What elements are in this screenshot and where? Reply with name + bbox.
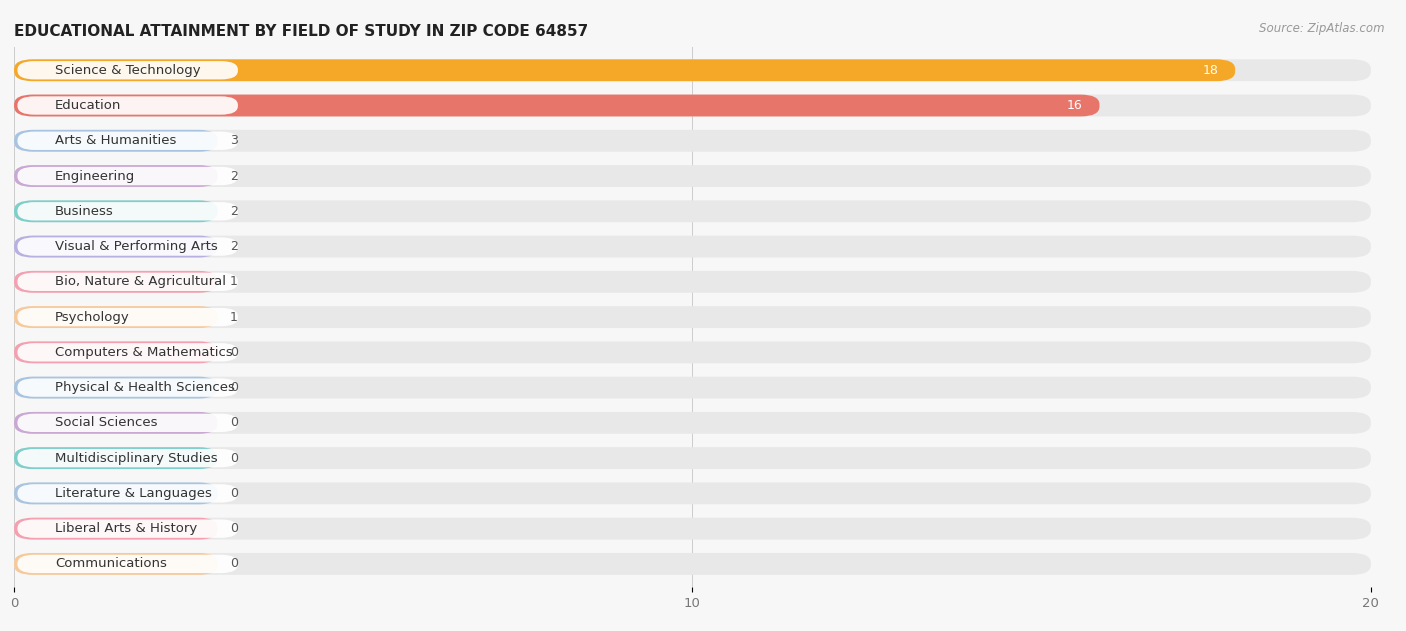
FancyBboxPatch shape — [14, 447, 218, 469]
Text: 0: 0 — [229, 487, 238, 500]
FancyBboxPatch shape — [17, 167, 238, 185]
FancyBboxPatch shape — [14, 59, 1236, 81]
FancyBboxPatch shape — [14, 306, 218, 328]
FancyBboxPatch shape — [14, 377, 218, 399]
FancyBboxPatch shape — [14, 341, 1371, 363]
FancyBboxPatch shape — [17, 132, 238, 150]
Text: 2: 2 — [229, 170, 238, 182]
Text: 1: 1 — [229, 310, 238, 324]
Text: Social Sciences: Social Sciences — [55, 416, 157, 429]
FancyBboxPatch shape — [17, 484, 238, 502]
FancyBboxPatch shape — [14, 271, 218, 293]
FancyBboxPatch shape — [14, 271, 1371, 293]
FancyBboxPatch shape — [14, 306, 1371, 328]
Text: Engineering: Engineering — [55, 170, 135, 182]
Text: 0: 0 — [229, 522, 238, 535]
Text: 0: 0 — [229, 346, 238, 359]
Text: Multidisciplinary Studies: Multidisciplinary Studies — [55, 452, 218, 464]
FancyBboxPatch shape — [14, 483, 1371, 504]
FancyBboxPatch shape — [17, 273, 238, 291]
FancyBboxPatch shape — [14, 553, 1371, 575]
FancyBboxPatch shape — [14, 165, 218, 187]
FancyBboxPatch shape — [14, 483, 218, 504]
Text: Communications: Communications — [55, 557, 167, 570]
Text: Business: Business — [55, 205, 114, 218]
FancyBboxPatch shape — [14, 95, 1371, 117]
Text: 16: 16 — [1067, 99, 1083, 112]
Text: Arts & Humanities: Arts & Humanities — [55, 134, 176, 147]
FancyBboxPatch shape — [17, 555, 238, 573]
Text: Education: Education — [55, 99, 121, 112]
FancyBboxPatch shape — [14, 553, 218, 575]
FancyBboxPatch shape — [17, 97, 238, 115]
FancyBboxPatch shape — [17, 343, 238, 362]
FancyBboxPatch shape — [14, 201, 1371, 222]
Text: Computers & Mathematics: Computers & Mathematics — [55, 346, 232, 359]
FancyBboxPatch shape — [14, 59, 1371, 81]
Text: 3: 3 — [229, 134, 238, 147]
Text: Science & Technology: Science & Technology — [55, 64, 201, 77]
FancyBboxPatch shape — [17, 202, 238, 220]
Text: 18: 18 — [1202, 64, 1218, 77]
FancyBboxPatch shape — [14, 412, 1371, 433]
Text: Psychology: Psychology — [55, 310, 129, 324]
Text: Visual & Performing Arts: Visual & Performing Arts — [55, 240, 218, 253]
FancyBboxPatch shape — [14, 235, 218, 257]
FancyBboxPatch shape — [14, 201, 218, 222]
FancyBboxPatch shape — [17, 237, 238, 256]
FancyBboxPatch shape — [14, 447, 1371, 469]
Text: 2: 2 — [229, 205, 238, 218]
Text: 1: 1 — [229, 275, 238, 288]
FancyBboxPatch shape — [14, 412, 218, 433]
FancyBboxPatch shape — [14, 165, 1371, 187]
FancyBboxPatch shape — [14, 517, 1371, 540]
FancyBboxPatch shape — [14, 130, 218, 151]
FancyBboxPatch shape — [14, 517, 218, 540]
FancyBboxPatch shape — [17, 519, 238, 538]
Text: EDUCATIONAL ATTAINMENT BY FIELD OF STUDY IN ZIP CODE 64857: EDUCATIONAL ATTAINMENT BY FIELD OF STUDY… — [14, 24, 588, 39]
FancyBboxPatch shape — [14, 130, 1371, 151]
Text: 0: 0 — [229, 381, 238, 394]
Text: 0: 0 — [229, 416, 238, 429]
Text: Source: ZipAtlas.com: Source: ZipAtlas.com — [1260, 22, 1385, 35]
Text: 0: 0 — [229, 452, 238, 464]
Text: Bio, Nature & Agricultural: Bio, Nature & Agricultural — [55, 275, 226, 288]
FancyBboxPatch shape — [17, 449, 238, 468]
FancyBboxPatch shape — [14, 95, 1099, 117]
FancyBboxPatch shape — [14, 377, 1371, 399]
FancyBboxPatch shape — [17, 414, 238, 432]
Text: Liberal Arts & History: Liberal Arts & History — [55, 522, 197, 535]
Text: Physical & Health Sciences: Physical & Health Sciences — [55, 381, 235, 394]
Text: 0: 0 — [229, 557, 238, 570]
FancyBboxPatch shape — [14, 341, 218, 363]
FancyBboxPatch shape — [17, 308, 238, 326]
Text: 2: 2 — [229, 240, 238, 253]
FancyBboxPatch shape — [14, 235, 1371, 257]
FancyBboxPatch shape — [17, 379, 238, 397]
FancyBboxPatch shape — [17, 61, 238, 80]
Text: Literature & Languages: Literature & Languages — [55, 487, 212, 500]
